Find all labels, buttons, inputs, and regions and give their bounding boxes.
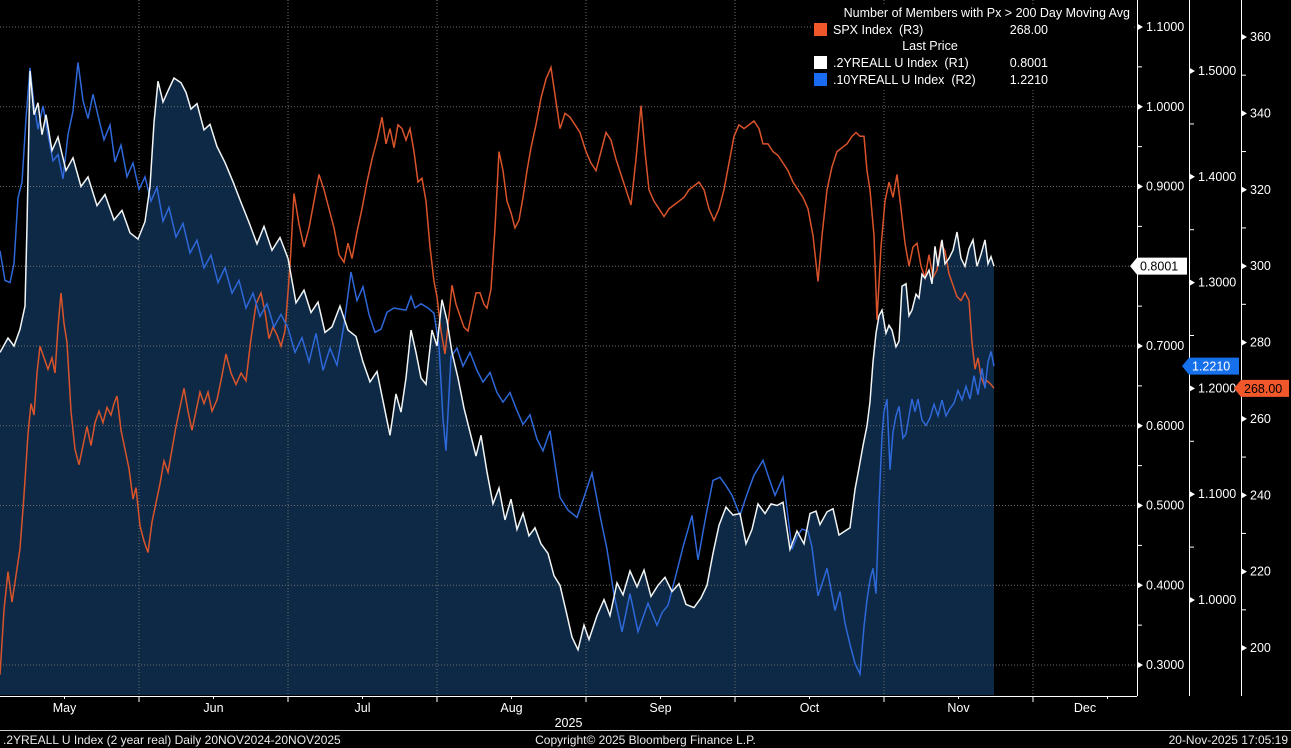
axis-r1-tick-label: 1.0000 xyxy=(1146,100,1184,114)
legend-item-spx[interactable]: SPX Index (R3) 268.00 xyxy=(812,21,1134,38)
spx-line xyxy=(0,64,995,675)
axis-r1-tick-label: 0.7000 xyxy=(1146,339,1184,353)
chart-legend: Number of Members with Px > 200 Day Movi… xyxy=(812,5,1134,88)
x-axis-month-label: May xyxy=(53,701,77,715)
y-tick-arrow-icon xyxy=(1241,644,1247,652)
timestamp: 20-Nov-2025 17:05:19 xyxy=(1168,733,1288,747)
axis-r1-tick-label: 0.5000 xyxy=(1146,499,1184,513)
x-axis-month-label: Jul xyxy=(355,701,371,715)
axis-r1-tick-label: 0.6000 xyxy=(1146,419,1184,433)
axis-r3-last-price-badge xyxy=(1234,379,1289,397)
y-tick-arrow-icon xyxy=(1241,33,1247,41)
y-tick-arrow-icon xyxy=(1137,342,1143,350)
axis-r2-tick-label: 1.2000 xyxy=(1198,381,1236,395)
x-axis-month-label: Sep xyxy=(649,701,671,715)
axis-r1-tick-label: 0.4000 xyxy=(1146,578,1184,592)
y-tick-arrow-icon xyxy=(1137,183,1143,190)
spx-swatch-icon xyxy=(814,23,827,36)
axis-r2-tick-label: 1.0000 xyxy=(1198,593,1236,607)
x-axis-month-label: Oct xyxy=(800,701,820,715)
axis-r3-tick-label: 220 xyxy=(1250,565,1271,579)
y-tick-arrow-icon xyxy=(1189,490,1195,498)
legend-item-value: 1.2210 xyxy=(1009,72,1048,87)
y-tick-arrow-icon xyxy=(1189,67,1195,75)
y-tick-arrow-icon xyxy=(1189,384,1195,392)
axis-r1-tick-label: 1.1000 xyxy=(1146,20,1184,34)
axis-r2-tick-label: 1.1000 xyxy=(1198,487,1236,501)
legend-item-label: .10YREALL U Index (R2) xyxy=(833,72,976,87)
legend-item-label: .2YREALL U Index (R1) xyxy=(833,55,969,70)
y-tick-arrow-icon xyxy=(1189,279,1195,287)
y-tick-arrow-icon xyxy=(1241,568,1247,576)
axis-r2-tick-label: 1.4000 xyxy=(1198,170,1236,184)
legend-item-value: 0.8001 xyxy=(1009,55,1048,70)
axis-r3-tick-label: 280 xyxy=(1250,336,1271,350)
y-tick-arrow-icon xyxy=(1241,186,1247,194)
10yreall-swatch-icon xyxy=(814,73,827,86)
axis-r3-tick-label: 300 xyxy=(1250,259,1271,273)
legend-item-label: SPX Index (R3) xyxy=(833,22,924,37)
axis-r3-tick-label: 320 xyxy=(1250,183,1271,197)
y-tick-arrow-icon xyxy=(1137,103,1143,111)
10yreall-line xyxy=(0,62,995,677)
axis-r3-last-price-value: 268.00 xyxy=(1244,382,1282,396)
axis-r3-tick-label: 360 xyxy=(1250,30,1271,44)
y-tick-arrow-icon xyxy=(1241,491,1247,499)
axis-r2-last-price-badge xyxy=(1182,357,1239,375)
y-tick-arrow-icon xyxy=(1241,339,1247,346)
y-tick-arrow-icon xyxy=(1241,415,1247,423)
y-tick-arrow-icon xyxy=(1241,262,1247,270)
y-tick-arrow-icon xyxy=(1241,109,1247,117)
axis-r3-tick-label: 260 xyxy=(1250,412,1271,426)
y-tick-arrow-icon xyxy=(1137,661,1143,669)
x-axis-month-label: Dec xyxy=(1074,701,1096,715)
y-tick-arrow-icon xyxy=(1137,23,1143,31)
legend-title: Number of Members with Px > 200 Day Movi… xyxy=(843,6,1130,20)
area-fill-2yreall xyxy=(0,70,994,695)
axis-r3-tick-label: 240 xyxy=(1250,488,1271,502)
y-tick-arrow-icon xyxy=(1189,173,1195,181)
x-axis-month-label: Jun xyxy=(203,701,223,715)
legend-subtitle: Last Price xyxy=(902,39,958,53)
copyright-text: Copyright© 2025 Bloomberg Finance L.P. xyxy=(535,733,756,747)
axis-r1-tick-label: 0.9000 xyxy=(1146,180,1184,194)
axis-r1-tick-label: 0.3000 xyxy=(1146,658,1184,672)
chart-description: .2YREALL U Index (2 year real) Daily 20N… xyxy=(3,733,341,747)
legend-item-2yreall[interactable]: .2YREALL U Index (R1) 0.8001 xyxy=(812,54,1134,71)
x-axis-year-label: 2025 xyxy=(555,716,583,730)
axis-r1-last-price-value: 0.8001 xyxy=(1140,260,1178,274)
axis-r3-tick-label: 340 xyxy=(1250,106,1271,120)
axis-r3-tick-label: 200 xyxy=(1250,641,1271,655)
x-axis-month-label: Nov xyxy=(947,701,970,715)
axis-r2-tick-label: 1.5000 xyxy=(1198,64,1236,78)
y-tick-arrow-icon xyxy=(1137,422,1143,430)
axis-r2-tick-label: 1.3000 xyxy=(1198,276,1236,290)
y-tick-arrow-icon xyxy=(1137,502,1143,509)
axis-r2-last-price-value: 1.2210 xyxy=(1192,360,1230,374)
axis-r1-last-price-badge xyxy=(1130,257,1187,275)
y-tick-arrow-icon xyxy=(1189,596,1195,604)
2yreall-swatch-icon xyxy=(814,56,827,69)
legend-item-10yreall[interactable]: .10YREALL U Index (R2) 1.2210 xyxy=(812,71,1134,88)
2yreall-line xyxy=(0,70,995,653)
x-axis-month-label: Aug xyxy=(500,701,522,715)
legend-item-value: 268.00 xyxy=(1009,22,1048,37)
y-tick-arrow-icon xyxy=(1137,581,1143,589)
